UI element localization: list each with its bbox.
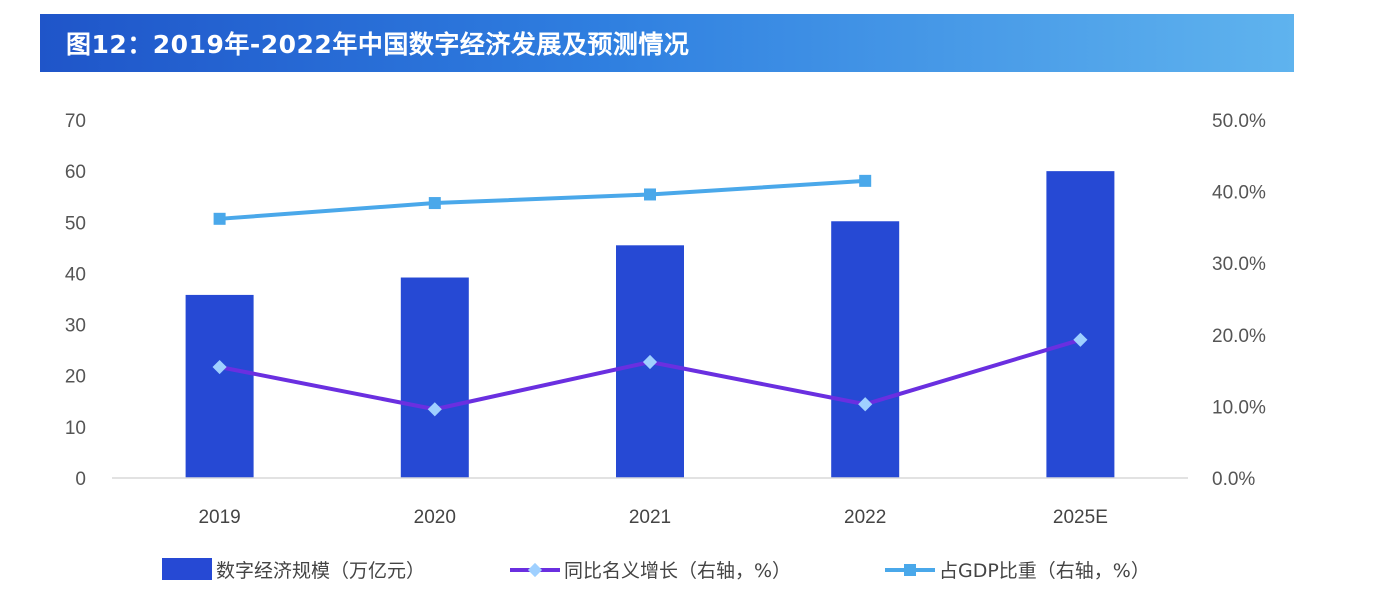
bars-group: [185, 171, 1115, 478]
bar: [400, 277, 469, 478]
growth-point: [642, 354, 658, 370]
legend-label: 同比名义增长（右轴，%）: [564, 560, 791, 582]
lines-group: [212, 174, 1088, 417]
left-axis-ticks: 0 10 20 30 40 50 60 70: [65, 111, 86, 490]
growth-point: [858, 397, 873, 412]
growth-point: [212, 359, 227, 375]
legend-label: 占GDP比重（右轴，%）: [939, 560, 1150, 582]
gdp-share-point: [428, 197, 441, 210]
x-tick-label: 2021: [629, 507, 671, 528]
title-banner: 图12：2019年-2022年中国数字经济发展及预测情况: [40, 14, 1294, 72]
left-tick-label: 70: [65, 111, 86, 132]
legend: 数字经济规模（万亿元） 同比名义增长（右轴，%） 占GDP比重（右轴，%）: [162, 558, 1150, 582]
right-tick-label: 10.0%: [1212, 397, 1266, 418]
legend-swatch-bar: [162, 558, 212, 580]
growth-point: [427, 402, 442, 417]
left-tick-label: 30: [65, 316, 86, 337]
x-tick-label: 2025E: [1053, 507, 1108, 528]
right-tick-label: 50.0%: [1212, 111, 1266, 132]
left-tick-label: 20: [65, 367, 86, 388]
left-tick-label: 40: [65, 264, 86, 285]
bar: [831, 221, 900, 478]
left-tick-label: 10: [65, 418, 86, 439]
legend-swatch-marker: [527, 562, 543, 578]
bar: [185, 294, 254, 478]
right-tick-label: 0.0%: [1212, 469, 1255, 490]
right-tick-label: 30.0%: [1212, 254, 1266, 275]
legend-swatch-marker: [904, 564, 916, 576]
bar: [1046, 171, 1115, 478]
chart-title: 图12：2019年-2022年中国数字经济发展及预测情况: [66, 30, 690, 59]
x-axis-ticks: 2019 2020 2021 2022 2025E: [198, 507, 1107, 528]
left-tick-label: 0: [75, 469, 86, 490]
right-axis-ticks: 0.0% 10.0% 20.0% 30.0% 40.0% 50.0%: [1212, 111, 1266, 490]
gdp-share-point: [859, 174, 872, 187]
left-tick-label: 50: [65, 213, 86, 234]
right-tick-label: 40.0%: [1212, 183, 1266, 204]
x-tick-label: 2022: [844, 507, 886, 528]
x-tick-label: 2020: [414, 507, 456, 528]
x-tick-label: 2019: [198, 507, 240, 528]
gdp-share-line: [219, 178, 866, 221]
gdp-share-point: [644, 188, 656, 201]
left-tick-label: 60: [65, 162, 86, 183]
gdp-share-point: [213, 212, 226, 225]
right-tick-label: 20.0%: [1212, 326, 1266, 347]
legend-label: 数字经济规模（万亿元）: [216, 560, 425, 582]
growth-point: [1073, 332, 1088, 347]
